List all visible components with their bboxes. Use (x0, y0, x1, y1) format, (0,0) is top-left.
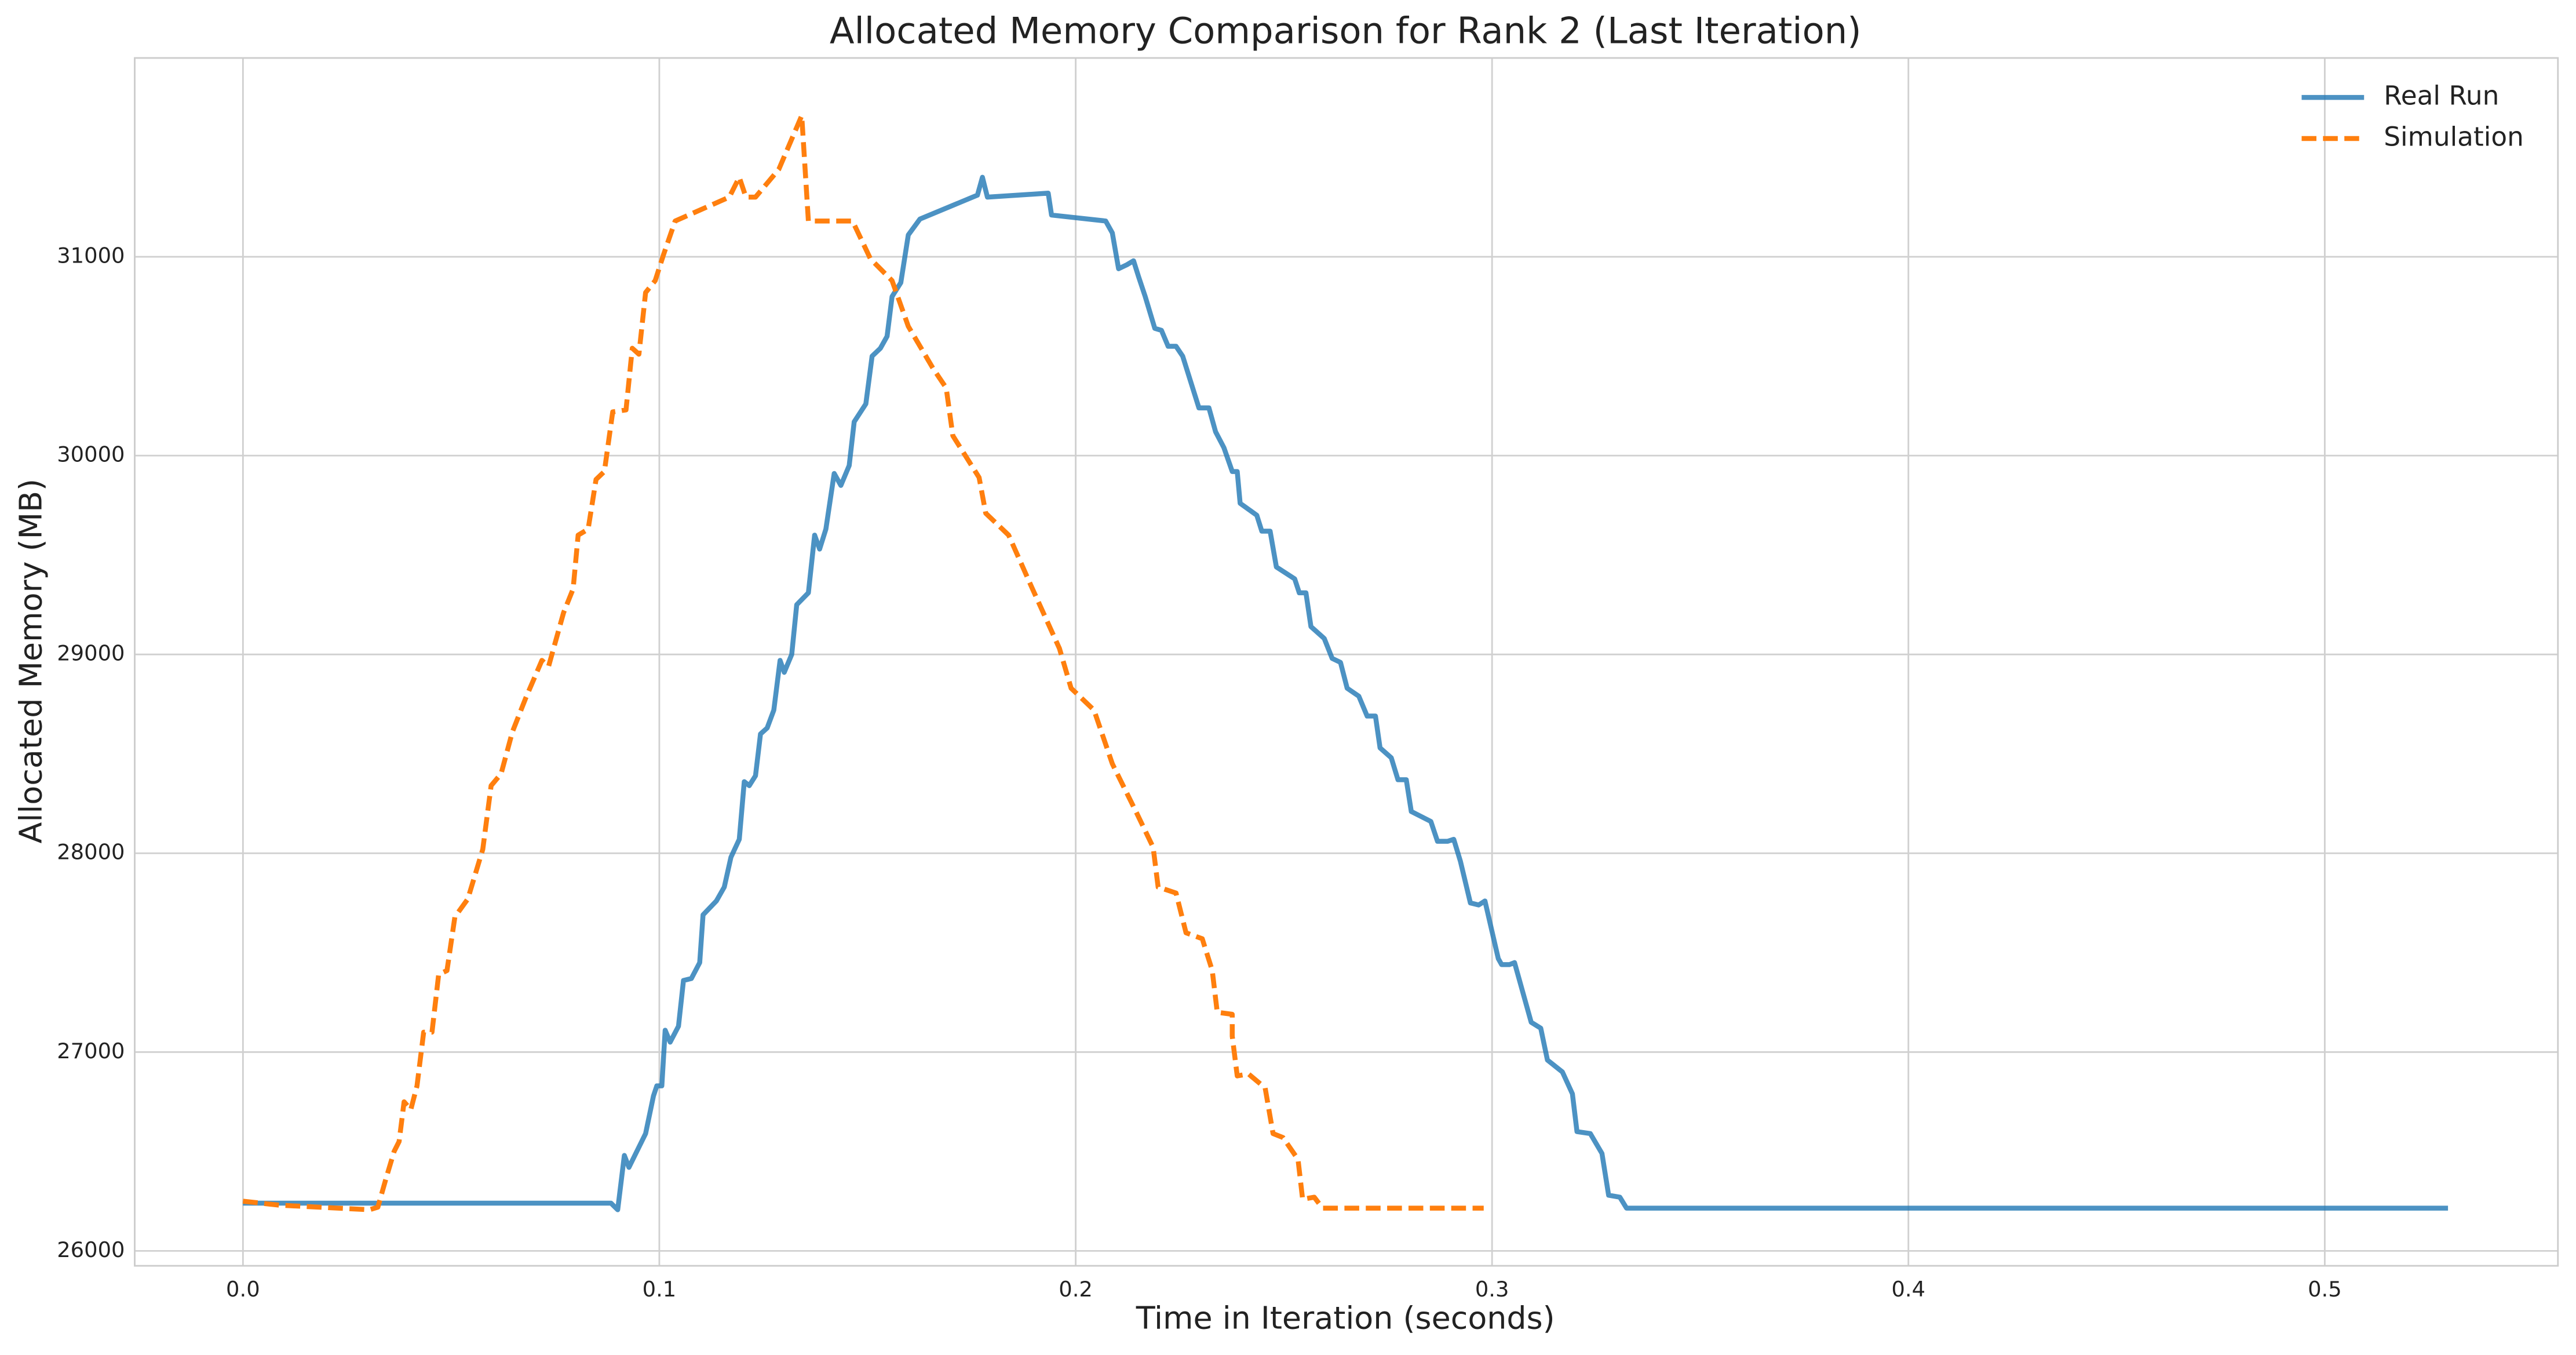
y-tick-label: 26000 (57, 1237, 125, 1262)
x-tick-label: 0.1 (643, 1277, 677, 1302)
y-tick-label: 31000 (57, 243, 125, 268)
y-tick-label: 27000 (57, 1039, 125, 1063)
x-axis-label: Time in Iteration (seconds) (1136, 1299, 1555, 1336)
y-tick-label: 29000 (57, 641, 125, 666)
legend: Real Run Simulation (2301, 81, 2524, 152)
legend-label: Simulation (2384, 121, 2524, 152)
y-axis-label: Allocated Memory (MB) (12, 479, 49, 844)
x-tick-label: 0.2 (1059, 1277, 1093, 1302)
x-tick-label: 0.5 (2308, 1277, 2342, 1302)
y-tick-label: 30000 (57, 442, 125, 467)
x-tick-label: 0.4 (1891, 1277, 1925, 1302)
legend-label: Real Run (2384, 81, 2499, 111)
chart-title: Allocated Memory Comparison for Rank 2 (… (830, 10, 1862, 52)
x-tick-label: 0.0 (226, 1277, 260, 1302)
plot-frame (134, 57, 2559, 1267)
series-line (243, 174, 2449, 1212)
series-line (242, 113, 1484, 1212)
y-tick-label: 28000 (57, 840, 125, 865)
x-tick-label: 0.3 (1475, 1277, 1509, 1302)
